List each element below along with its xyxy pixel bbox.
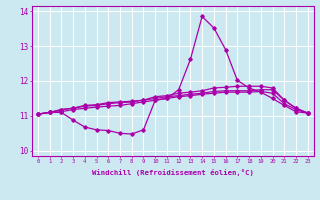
X-axis label: Windchill (Refroidissement éolien,°C): Windchill (Refroidissement éolien,°C) bbox=[92, 169, 254, 176]
